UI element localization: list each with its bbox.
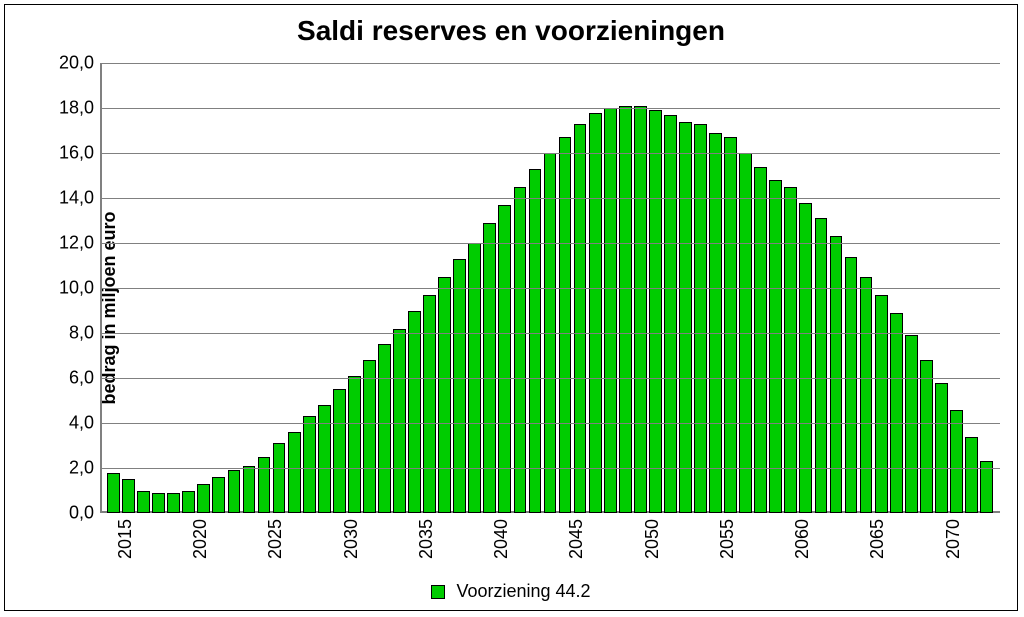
bar	[935, 383, 948, 514]
bar	[529, 169, 542, 513]
y-tick-label: 2,0	[69, 458, 94, 479]
gridline	[100, 108, 1000, 109]
y-tick-label: 20,0	[59, 53, 94, 74]
bar	[664, 115, 677, 513]
bar	[694, 124, 707, 513]
gridline	[100, 378, 1000, 379]
bar	[333, 389, 346, 513]
bar	[408, 311, 421, 514]
bar	[438, 277, 451, 513]
bar	[860, 277, 873, 513]
bar	[498, 205, 511, 513]
bar	[423, 295, 436, 513]
bar	[769, 180, 782, 513]
y-tick-label: 8,0	[69, 323, 94, 344]
bar	[754, 167, 767, 514]
bar	[318, 405, 331, 513]
y-tick-label: 0,0	[69, 503, 94, 524]
bar	[965, 437, 978, 514]
chart-frame: Saldi reserves en voorzieningen bedrag i…	[4, 4, 1018, 611]
bar	[453, 259, 466, 513]
gridline	[100, 63, 1000, 64]
bar	[845, 257, 858, 514]
bar	[724, 137, 737, 513]
bar	[950, 410, 963, 514]
legend-swatch	[431, 585, 445, 599]
bar	[303, 416, 316, 513]
bar	[483, 223, 496, 513]
bar	[574, 124, 587, 513]
bar	[273, 443, 286, 513]
x-tick-label: 2060	[792, 519, 813, 559]
y-tick-label: 10,0	[59, 278, 94, 299]
x-tick-label: 2030	[341, 519, 362, 559]
bar	[679, 122, 692, 514]
bar	[348, 376, 361, 513]
bar	[152, 493, 165, 513]
bar	[363, 360, 376, 513]
bar	[182, 491, 195, 514]
bar	[604, 108, 617, 513]
gridline	[100, 243, 1000, 244]
bar	[122, 479, 135, 513]
gridline	[100, 423, 1000, 424]
gridline	[100, 333, 1000, 334]
bar	[258, 457, 271, 513]
plot-area: 0,02,04,06,08,010,012,014,016,018,020,02…	[100, 63, 1000, 513]
x-tick-label: 2045	[566, 519, 587, 559]
x-tick-label: 2055	[717, 519, 738, 559]
y-tick-label: 4,0	[69, 413, 94, 434]
bar	[649, 110, 662, 513]
bar	[634, 106, 647, 513]
bar	[709, 133, 722, 513]
x-tick-label: 2035	[416, 519, 437, 559]
gridline	[100, 153, 1000, 154]
bar	[784, 187, 797, 513]
y-tick-label: 16,0	[59, 143, 94, 164]
bar	[393, 329, 406, 514]
bar	[890, 313, 903, 513]
bar	[137, 491, 150, 514]
chart-title: Saldi reserves en voorzieningen	[5, 15, 1017, 47]
bar	[875, 295, 888, 513]
bar	[980, 461, 993, 513]
bar	[167, 493, 180, 513]
bar	[228, 470, 241, 513]
x-tick-label: 2020	[190, 519, 211, 559]
bar	[559, 137, 572, 513]
gridline	[100, 198, 1000, 199]
bar	[107, 473, 120, 514]
bar	[920, 360, 933, 513]
legend: Voorziening 44.2	[5, 580, 1017, 602]
y-tick-label: 14,0	[59, 188, 94, 209]
x-tick-label: 2065	[867, 519, 888, 559]
x-tick-label: 2025	[265, 519, 286, 559]
x-tick-label: 2015	[115, 519, 136, 559]
gridline	[100, 468, 1000, 469]
bar	[589, 113, 602, 514]
y-tick-label: 12,0	[59, 233, 94, 254]
y-tick-label: 18,0	[59, 98, 94, 119]
bar	[378, 344, 391, 513]
y-tick-label: 6,0	[69, 368, 94, 389]
bar	[243, 466, 256, 513]
bar	[212, 477, 225, 513]
bar	[830, 236, 843, 513]
bar	[905, 335, 918, 513]
bar	[619, 106, 632, 513]
bar	[799, 203, 812, 514]
x-tick-label: 2050	[642, 519, 663, 559]
bar	[197, 484, 210, 513]
gridline	[100, 288, 1000, 289]
x-tick-label: 2040	[491, 519, 512, 559]
legend-label: Voorziening 44.2	[456, 581, 590, 601]
x-tick-label: 2070	[943, 519, 964, 559]
bar	[514, 187, 527, 513]
bar	[288, 432, 301, 513]
